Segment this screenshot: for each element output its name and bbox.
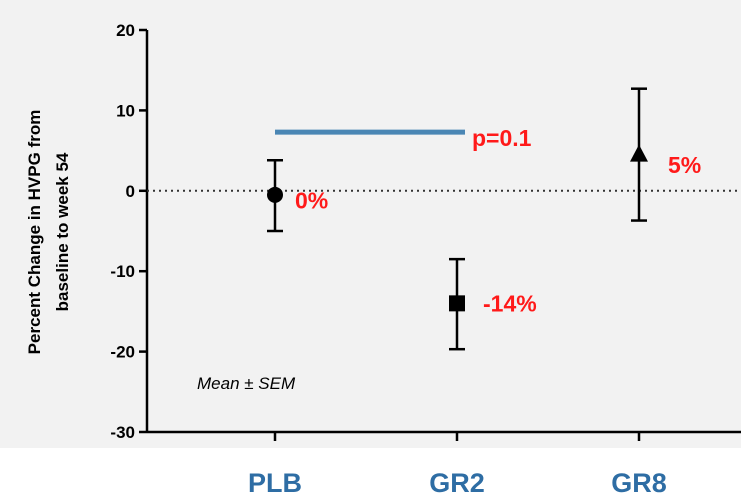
data-label-gr2: -14% — [483, 290, 537, 316]
y-axis-title: Percent Change in HVPG from baseline to … — [25, 110, 72, 355]
y-tick-label: -20 — [110, 343, 135, 362]
data-label-gr8: 5% — [668, 152, 701, 178]
data-label-plb: 0% — [295, 187, 328, 213]
page-footer-background — [0, 448, 741, 497]
y-tick-label: -10 — [110, 262, 135, 281]
data-marks: 0% -14% 5% — [267, 87, 701, 351]
triangle-marker — [630, 144, 648, 162]
comparison-layer: p=0.1 — [275, 125, 532, 151]
data-point-gr2 — [449, 257, 465, 351]
y-tick-label: 10 — [116, 101, 135, 120]
p-value-label: p=0.1 — [472, 125, 532, 151]
circle-marker — [267, 186, 283, 203]
y-axis-title-line-1: Percent Change in HVPG from — [25, 110, 44, 355]
y-tick-label: 0 — [126, 182, 135, 201]
axes: 20 10 0 -10 -20 -30 PLB GR2 GR8 — [110, 21, 741, 497]
data-point-gr8 — [630, 87, 648, 222]
y-axis-title-line-2: baseline to week 54 — [53, 152, 72, 311]
x-tick-label-plb: PLB — [248, 468, 302, 497]
x-tick-label-gr8: GR8 — [611, 468, 667, 497]
data-point-plb — [267, 158, 283, 233]
y-tick-label: 20 — [116, 21, 135, 40]
plot-background — [0, 0, 741, 448]
square-marker — [449, 295, 465, 312]
x-tick-label-gr2: GR2 — [429, 468, 485, 497]
mean-sem-annotation: Mean ± SEM — [197, 374, 296, 393]
y-tick-label: -30 — [110, 423, 135, 442]
